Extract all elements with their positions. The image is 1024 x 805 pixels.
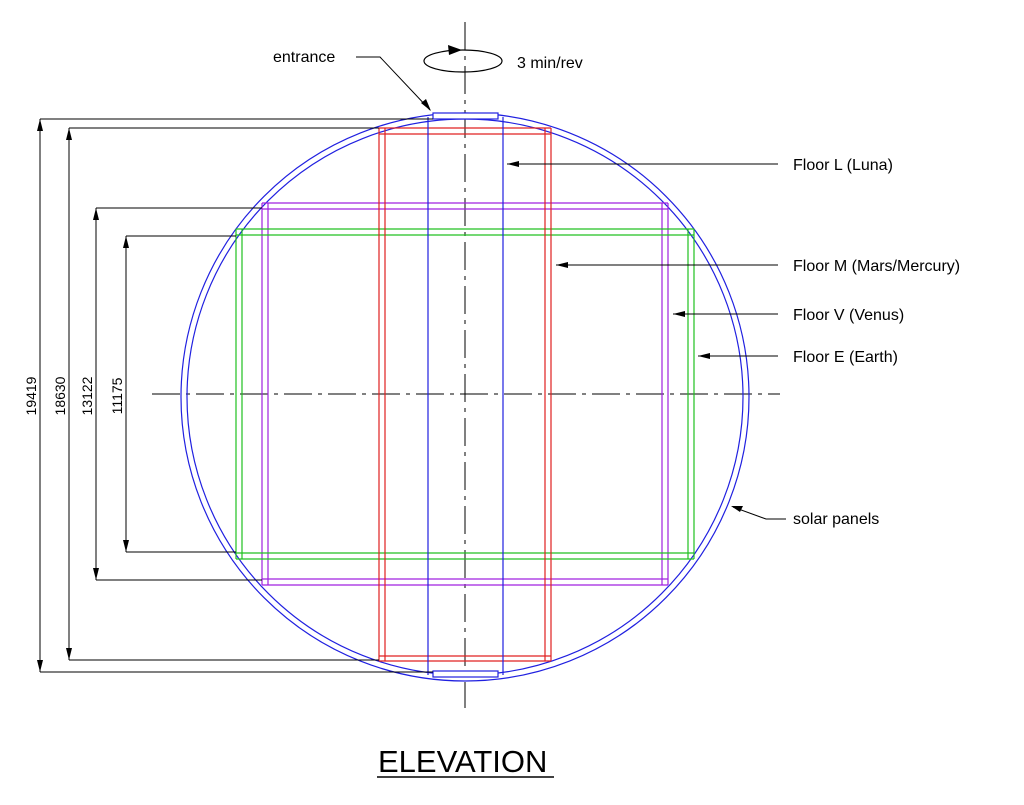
dimension-lines (39, 118, 433, 673)
solar-panels-label: solar panels (793, 511, 879, 528)
rotation-label: 3 min/rev (517, 55, 583, 72)
top-entrance (432, 112, 499, 120)
dimension-arrows (37, 119, 129, 672)
floor-v (261, 202, 669, 586)
bottom-entrance (432, 670, 499, 678)
floor-m-label: Floor M (Mars/Mercury) (793, 258, 960, 275)
floor-v-label: Floor V (Venus) (793, 307, 904, 324)
leader-arrowheads (421, 99, 743, 512)
leader-lines (356, 56, 786, 520)
floor-l (427, 117, 504, 675)
floor-e-label: Floor E (Earth) (793, 349, 898, 366)
dimension-label-19419: 19419 (23, 376, 39, 415)
dimension-label-13122: 13122 (79, 376, 95, 415)
drawing-title: ELEVATION (378, 744, 547, 779)
dimension-label-18630: 18630 (52, 376, 68, 415)
dimension-label-11175: 11175 (109, 377, 125, 414)
floor-m (378, 127, 552, 662)
floor-l-label: Floor L (Luna) (793, 157, 893, 174)
floor-e (235, 228, 695, 560)
entrance-label: entrance (273, 49, 335, 66)
rotation-arrow-icon (423, 45, 503, 73)
